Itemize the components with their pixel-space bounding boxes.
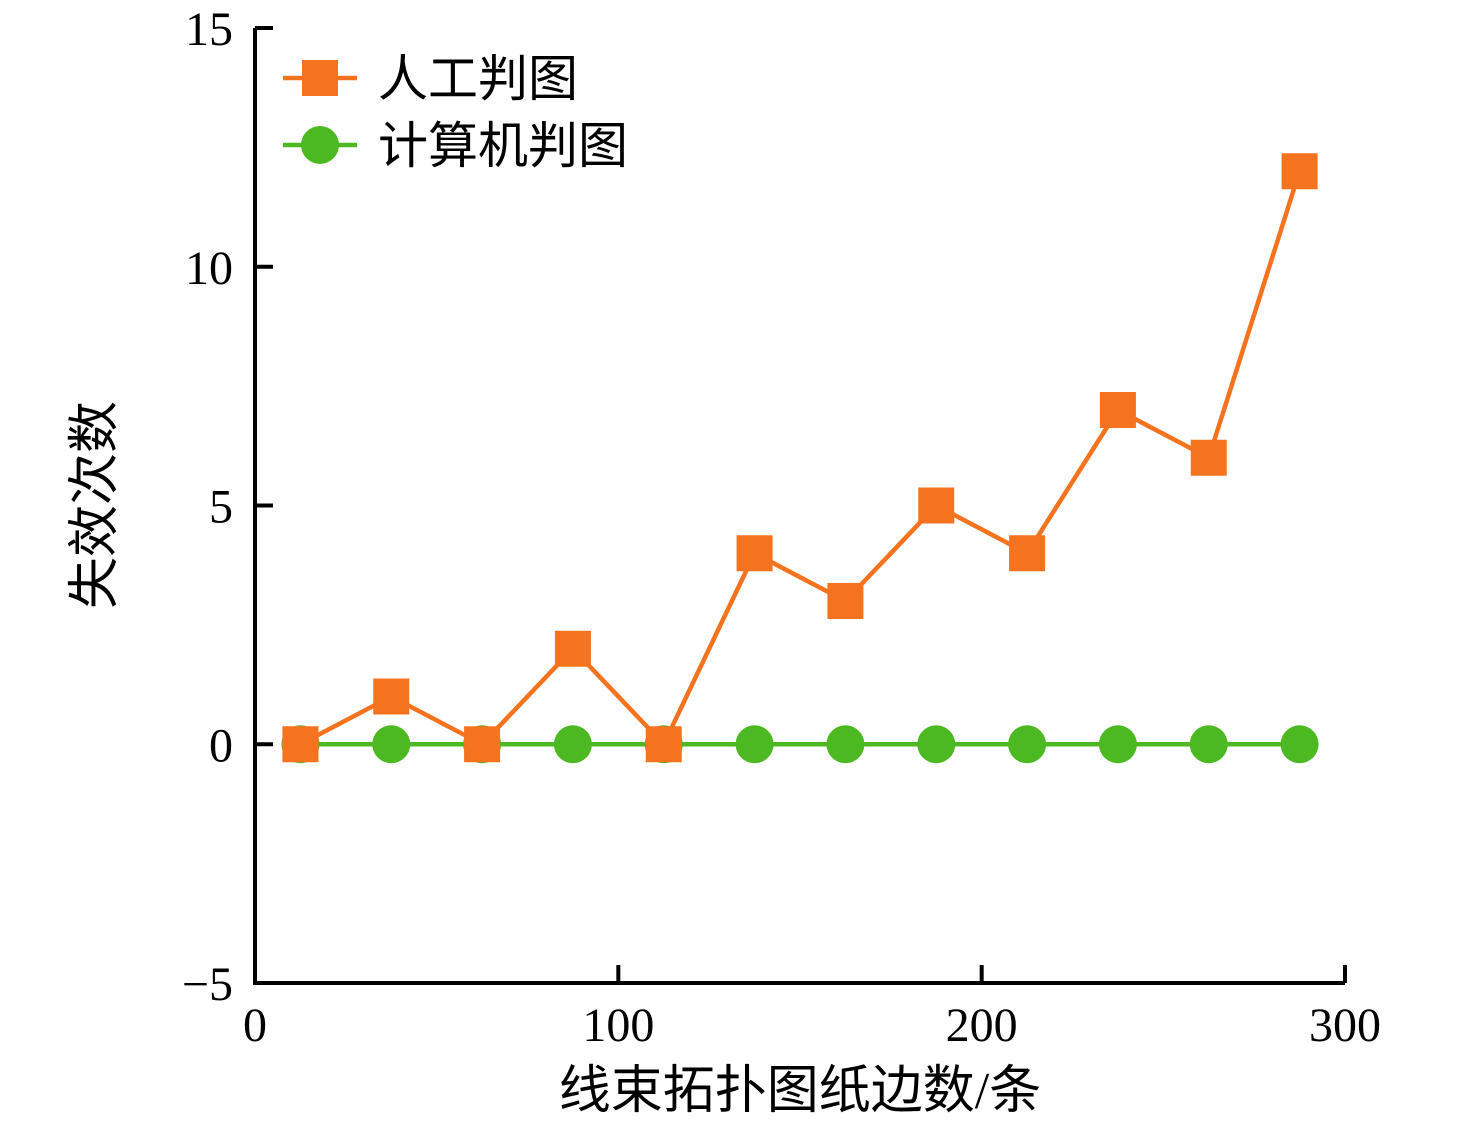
- y-tick-label: 5: [209, 481, 233, 534]
- series-marker-circle: [1098, 725, 1137, 764]
- series-marker-square: [282, 726, 319, 763]
- series-marker-square: [464, 726, 501, 763]
- series-marker-square: [373, 678, 410, 715]
- series-marker-square: [1190, 439, 1227, 476]
- y-axis-label: 失效次数: [67, 401, 124, 609]
- y-tick-label: −5: [182, 958, 233, 1011]
- x-tick-label: 200: [946, 999, 1018, 1052]
- y-tick-label: 10: [185, 242, 233, 295]
- series-marker-square: [1281, 153, 1318, 190]
- series-marker-circle: [1008, 725, 1047, 764]
- series-marker-circle: [826, 725, 865, 764]
- series-marker-square: [554, 630, 591, 667]
- x-tick-label: 300: [1309, 999, 1381, 1052]
- series-line: [299, 170, 1302, 749]
- y-tick-label: 0: [209, 719, 233, 772]
- series-marker-square: [918, 487, 955, 524]
- series-marker-circle: [917, 725, 956, 764]
- x-tick-label: 100: [582, 999, 654, 1052]
- x-axis-label: 线束拓扑图纸边数/条: [559, 1063, 1041, 1120]
- series-marker-square: [645, 726, 682, 763]
- series-marker-square: [827, 583, 864, 619]
- series-marker-circle: [735, 725, 774, 764]
- series-marker-circle: [1189, 725, 1228, 764]
- series-marker-square: [1099, 392, 1136, 428]
- legend-label: 人工判图: [378, 51, 578, 107]
- x-tick-label: 0: [243, 999, 267, 1052]
- y-tick-label: 15: [185, 3, 233, 56]
- series-marker-circle: [553, 725, 592, 764]
- series-marker-circle: [1280, 725, 1319, 764]
- series-marker-square: [1009, 535, 1046, 572]
- series-marker-circle: [372, 725, 411, 764]
- legend-marker-square: [302, 60, 338, 96]
- series-marker-square: [736, 535, 773, 572]
- legend-label: 计算机判图: [378, 118, 628, 174]
- legend-marker-circle: [301, 126, 339, 164]
